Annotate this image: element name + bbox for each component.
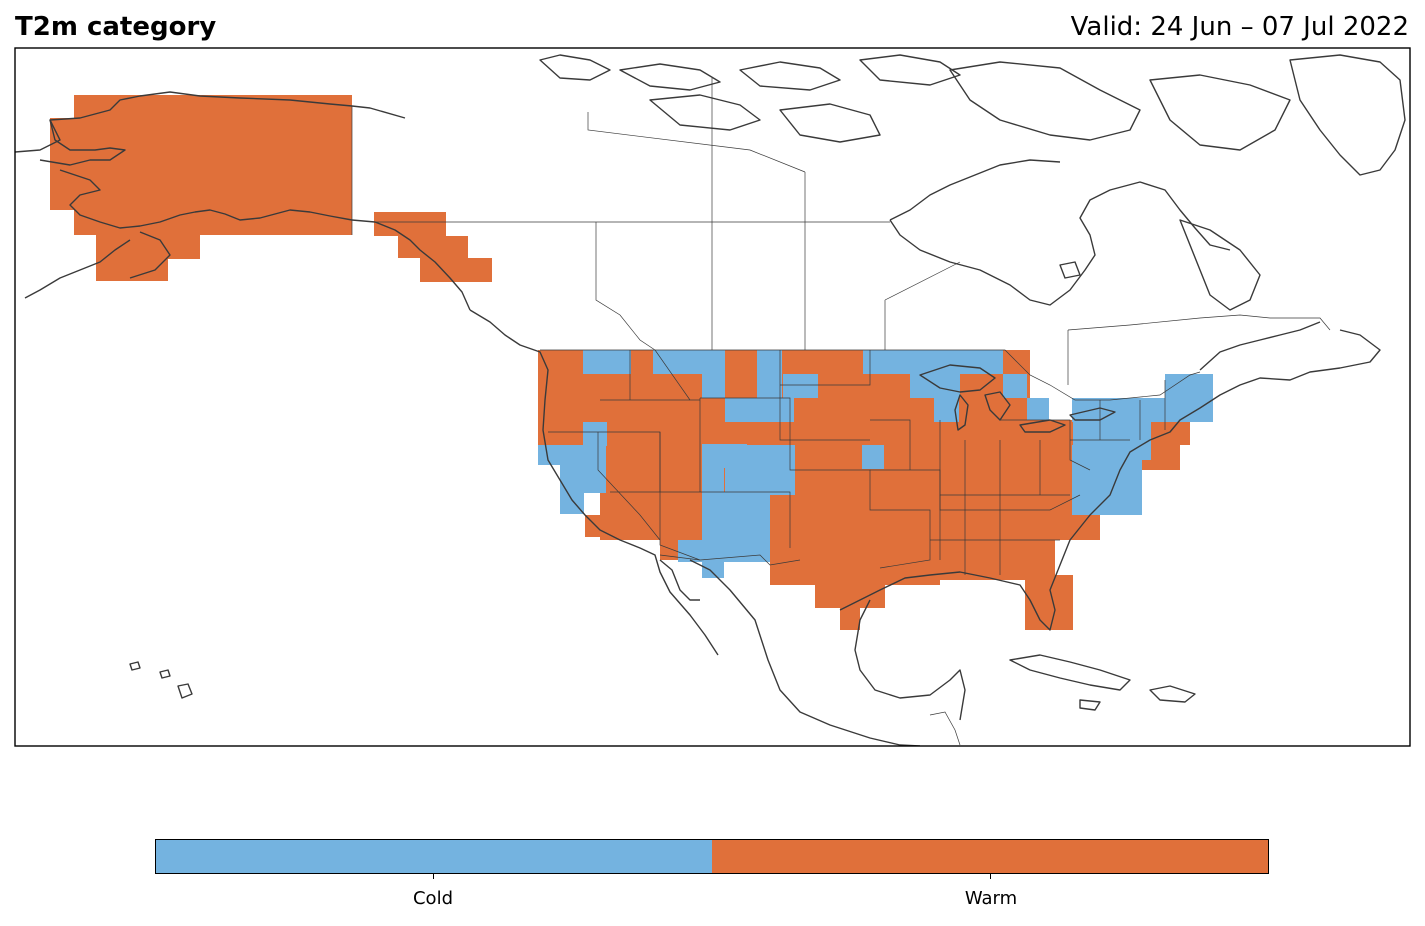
warm-cell xyxy=(120,235,200,259)
cold-cell xyxy=(770,398,794,422)
cold-cell xyxy=(560,445,606,493)
category-cells xyxy=(50,95,1213,630)
warm-cell xyxy=(585,515,700,537)
coastlines xyxy=(15,54,1406,746)
colorbar-cold-segment xyxy=(156,840,712,873)
colorbar-warm-segment xyxy=(712,840,1268,873)
valid-period: Valid: 24 Jun – 07 Jul 2022 xyxy=(1070,12,1409,42)
colorbar-label-warm: Warm xyxy=(964,888,1018,909)
political-borders xyxy=(351,78,1331,746)
cold-cell xyxy=(1165,374,1213,398)
warm-cell xyxy=(398,236,468,258)
cold-cell xyxy=(1095,490,1115,515)
cold-cell xyxy=(757,350,782,398)
cold-cell xyxy=(724,492,770,562)
colorbar-label-cold: Cold xyxy=(412,888,454,909)
map-frame xyxy=(14,47,1411,747)
cold-cell xyxy=(1003,374,1027,398)
cold-cell xyxy=(1100,398,1213,422)
colorbar xyxy=(155,839,1269,874)
colorbar-tick-warm xyxy=(990,874,991,879)
cold-cell xyxy=(770,445,794,465)
warm-cell xyxy=(1025,575,1073,630)
cold-cell xyxy=(955,350,1003,374)
cold-cell xyxy=(783,374,818,398)
warm-cell xyxy=(935,540,1055,580)
cold-cell xyxy=(702,374,725,398)
warm-cell xyxy=(374,212,446,236)
cold-cell xyxy=(653,350,725,374)
warm-cell xyxy=(74,95,352,235)
warm-cell xyxy=(420,258,492,282)
map-title: T2m category xyxy=(15,12,217,42)
cold-cell xyxy=(862,445,884,469)
colorbar-tick-cold xyxy=(433,874,434,879)
cold-cell xyxy=(583,422,607,446)
cold-cell xyxy=(910,374,960,398)
cold-cell xyxy=(583,350,631,374)
cold-cell xyxy=(1027,398,1049,420)
cold-cell xyxy=(560,492,584,514)
cold-cell xyxy=(538,445,562,465)
warm-cell xyxy=(538,350,563,445)
